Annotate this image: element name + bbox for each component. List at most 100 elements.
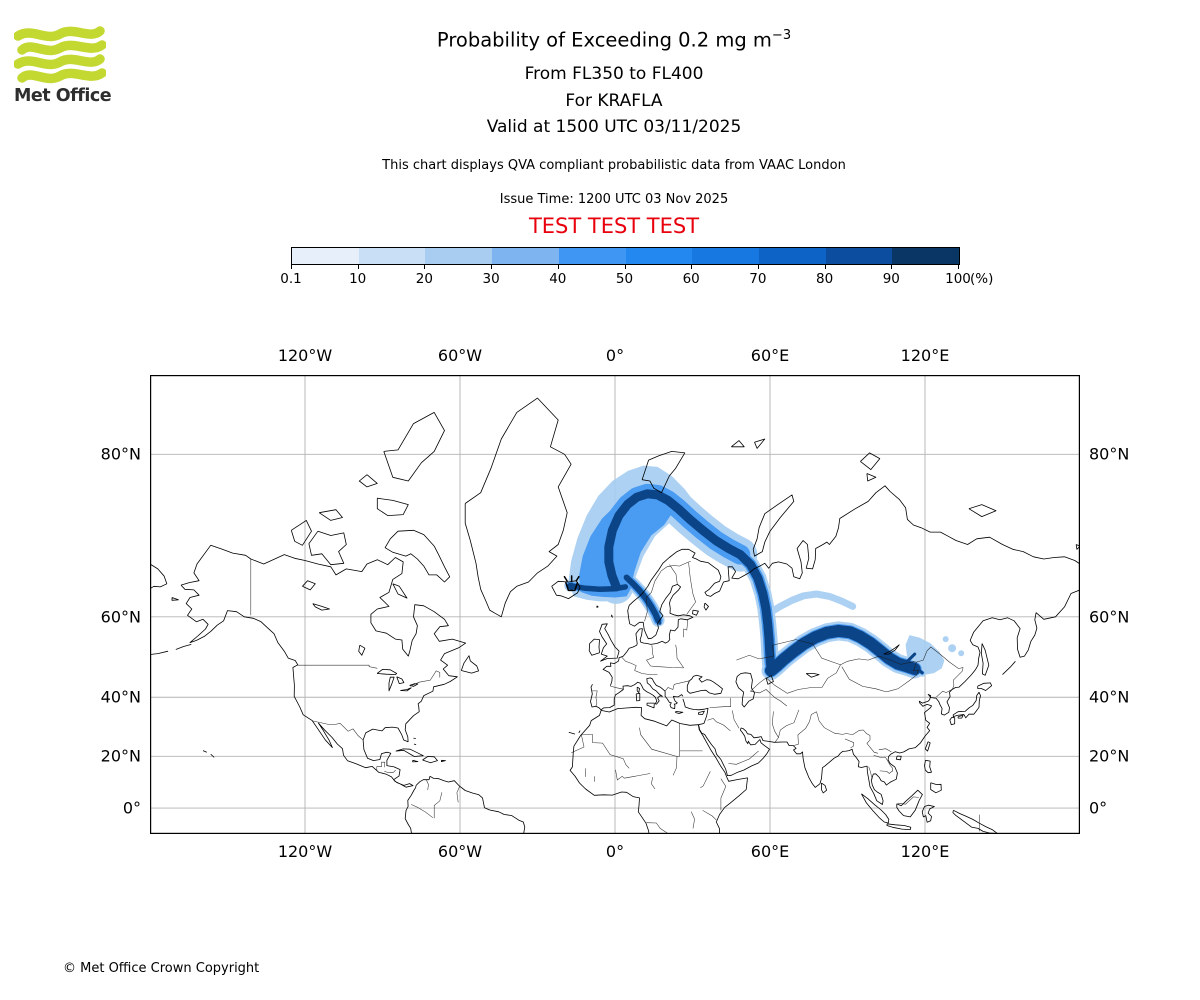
border-line	[571, 734, 585, 754]
coastline	[1075, 544, 1080, 550]
coastline	[675, 711, 684, 714]
coastline	[980, 643, 990, 676]
coastline	[921, 804, 935, 823]
coastline	[930, 782, 942, 794]
coastline	[395, 748, 424, 757]
border-line	[664, 680, 690, 692]
coastline	[318, 509, 343, 521]
plume-band	[905, 661, 924, 675]
volcano-icon	[563, 575, 580, 592]
title-exponent: −3	[771, 28, 792, 43]
colorbar-segment	[892, 248, 960, 264]
border-line	[772, 711, 779, 743]
logo-wave	[17, 68, 106, 84]
coastline	[302, 580, 316, 591]
colorbar-unit: (%)	[970, 271, 994, 287]
coastline	[409, 683, 419, 687]
colorbar-tick-label: 30	[482, 271, 500, 287]
plume-band	[623, 574, 662, 624]
border-line	[634, 670, 658, 675]
coastline	[821, 782, 827, 794]
coastline	[413, 743, 417, 746]
plume-band	[765, 624, 921, 677]
coastline	[698, 710, 705, 715]
lat-label-right: 20°N	[1089, 746, 1130, 766]
lon-label-bottom: 120°E	[900, 842, 950, 861]
border-line	[728, 750, 759, 765]
colorbar-tick	[958, 265, 959, 269]
coastline	[949, 716, 956, 726]
coastline	[924, 741, 931, 752]
coastline	[805, 673, 820, 678]
coastline	[590, 677, 684, 711]
coastline	[596, 605, 599, 608]
border-line	[676, 723, 680, 757]
colorbar-tick	[824, 265, 826, 269]
colorbar-segment	[625, 248, 693, 264]
coastline	[396, 676, 405, 684]
border-line	[686, 562, 696, 615]
coastline	[686, 674, 723, 695]
coastline	[886, 823, 912, 830]
coastline	[866, 473, 877, 482]
coastline	[358, 474, 378, 488]
coastline	[861, 793, 890, 824]
border-line	[702, 810, 717, 821]
border-line	[700, 771, 711, 788]
coastline	[358, 644, 366, 656]
border-line	[916, 646, 964, 690]
colorbar-tick	[691, 265, 693, 269]
logo-wave	[14, 54, 105, 70]
colorbar-segment	[692, 248, 759, 264]
copyright-text: © Met Office Crown Copyright	[63, 961, 260, 976]
lon-label-top: 60°E	[750, 346, 790, 365]
coastline	[1002, 661, 1016, 675]
world-map	[150, 375, 1080, 834]
coastline	[568, 731, 576, 735]
lat-label-left: 80°N	[100, 444, 141, 464]
coastline	[171, 597, 179, 601]
border-line	[707, 718, 731, 732]
border-line	[312, 720, 364, 741]
lon-label-top: 60°W	[437, 346, 483, 365]
plume-dot	[942, 636, 949, 643]
border-line	[456, 785, 460, 803]
border-line	[936, 688, 953, 698]
coastline	[896, 789, 923, 818]
border-line	[841, 662, 919, 693]
colorbar-tick	[757, 265, 759, 269]
map-frame	[150, 375, 1080, 834]
coastline	[611, 614, 613, 618]
border-line	[709, 697, 731, 708]
coastline	[635, 692, 641, 702]
border-line	[624, 773, 651, 779]
border-line	[750, 689, 787, 707]
coastline	[202, 750, 207, 753]
plume-band	[766, 590, 857, 617]
border-line	[792, 711, 817, 747]
border-line	[411, 804, 434, 818]
colorbar-tick	[291, 265, 292, 269]
coastline	[752, 494, 795, 557]
colorbar-tick	[357, 265, 359, 269]
map-area	[150, 375, 1080, 834]
lat-label-right: 0°	[1089, 798, 1108, 818]
plume-band	[604, 489, 745, 592]
coastline	[384, 529, 451, 583]
coastline	[641, 451, 686, 494]
colorbar-tick-label: 40	[549, 271, 567, 287]
border-line	[581, 734, 593, 736]
colorbar-tick-label: 50	[615, 271, 634, 287]
subtitle-valid-time: Valid at 1500 UTC 03/11/2025	[486, 117, 742, 137]
coastline	[860, 452, 881, 470]
border-line	[646, 645, 659, 667]
border-line	[778, 709, 800, 738]
plume-dot	[567, 582, 575, 590]
coastline	[952, 691, 981, 719]
coastline	[180, 544, 467, 788]
border-line	[592, 690, 598, 707]
border-line	[816, 711, 879, 754]
coastline	[392, 583, 408, 599]
coastline	[646, 702, 655, 709]
logo-wave	[14, 26, 105, 42]
